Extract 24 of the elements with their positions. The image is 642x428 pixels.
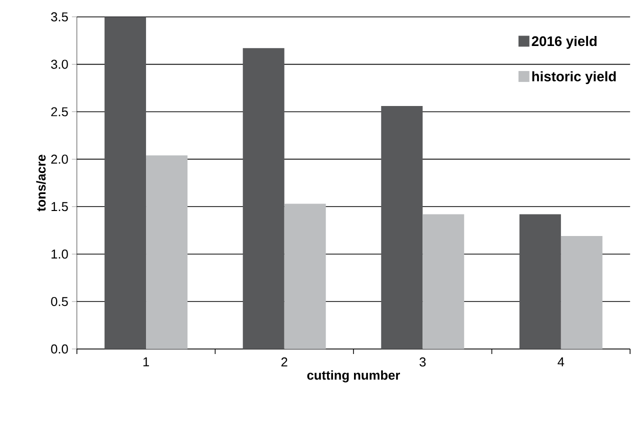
legend-label: historic yield: [532, 71, 616, 84]
legend-label: 2016 yield: [532, 36, 597, 49]
y-tick-label: 0.0: [51, 344, 68, 354]
y-tick-label: 2.0: [51, 154, 68, 164]
x-tick-label: 2: [281, 357, 288, 366]
y-axis-title: tons/acre: [36, 154, 46, 212]
bar: [284, 204, 326, 349]
x-axis-title: cutting number: [307, 370, 400, 382]
y-tick-label: 3.5: [51, 12, 68, 22]
x-tick-label: 1: [143, 357, 149, 366]
bar: [422, 214, 464, 349]
bar: [242, 48, 284, 349]
y-tick-label: 2.5: [51, 107, 68, 116]
bar: [560, 236, 602, 349]
bar: [381, 106, 423, 349]
x-tick-label: 4: [558, 357, 564, 366]
bar: [519, 214, 561, 349]
y-tick-label: 1.0: [52, 249, 68, 258]
x-tick-label: 3: [420, 357, 426, 366]
y-tick-label: 1.5: [52, 202, 68, 211]
bar: [146, 155, 188, 349]
y-tick-label: 3.0: [51, 60, 68, 69]
bar: [104, 16, 146, 349]
y-tick-label: 0.5: [51, 296, 68, 306]
